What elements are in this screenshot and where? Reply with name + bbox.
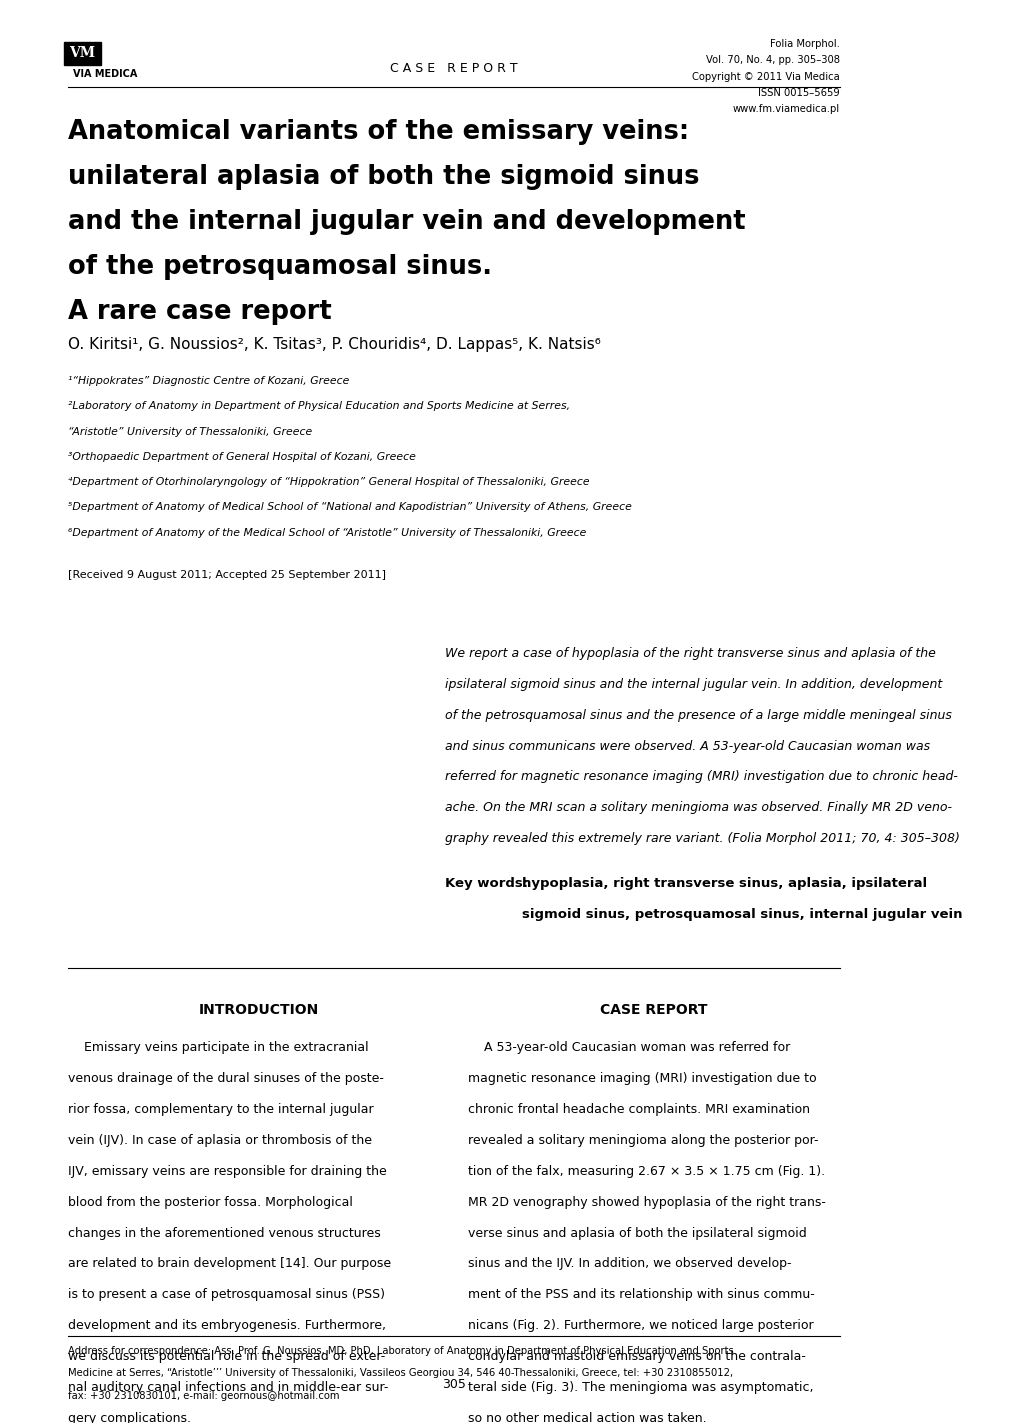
Text: [Received 9 August 2011; Accepted 25 September 2011]: [Received 9 August 2011; Accepted 25 Sep… <box>68 569 386 579</box>
Text: magnetic resonance imaging (MRI) investigation due to: magnetic resonance imaging (MRI) investi… <box>468 1072 815 1086</box>
Text: O. Kiritsi¹, G. Noussios², K. Tsitas³, P. Chouridis⁴, D. Lappas⁵, K. Natsis⁶: O. Kiritsi¹, G. Noussios², K. Tsitas³, P… <box>68 337 600 351</box>
Text: so no other medical action was taken.: so no other medical action was taken. <box>468 1412 706 1423</box>
Text: is to present a case of petrosquamosal sinus (PSS): is to present a case of petrosquamosal s… <box>68 1288 385 1302</box>
Text: Address for correspondence: Ass. Prof. G. Noussios, MD, PhD, Laboratory of Anato: Address for correspondence: Ass. Prof. G… <box>68 1346 733 1356</box>
Text: VM: VM <box>68 47 97 60</box>
Text: ⁵Department of Anatomy of Medical School of “National and Kapodistrian” Universi: ⁵Department of Anatomy of Medical School… <box>68 502 632 512</box>
Text: referred for magnetic resonance imaging (MRI) investigation due to chronic head-: referred for magnetic resonance imaging … <box>444 770 957 784</box>
Text: fax: +30 2310830101, e-mail: geornous@hotmail.com: fax: +30 2310830101, e-mail: geornous@ho… <box>68 1390 339 1400</box>
Text: tion of the falx, measuring 2.67 × 3.5 × 1.75 cm (Fig. 1).: tion of the falx, measuring 2.67 × 3.5 ×… <box>468 1165 824 1178</box>
Text: chronic frontal headache complaints. MRI examination: chronic frontal headache complaints. MRI… <box>468 1103 809 1116</box>
Text: of the petrosquamosal sinus.: of the petrosquamosal sinus. <box>68 255 491 280</box>
Text: changes in the aforementioned venous structures: changes in the aforementioned venous str… <box>68 1227 380 1239</box>
Text: gery complications.: gery complications. <box>68 1412 191 1423</box>
Text: ²Laboratory of Anatomy in Department of Physical Education and Sports Medicine a: ²Laboratory of Anatomy in Department of … <box>68 401 570 411</box>
Text: INTRODUCTION: INTRODUCTION <box>199 1003 319 1017</box>
Text: C A S E   R E P O R T: C A S E R E P O R T <box>390 61 518 75</box>
Text: VM: VM <box>69 46 95 60</box>
Text: development and its embryogenesis. Furthermore,: development and its embryogenesis. Furth… <box>68 1319 386 1332</box>
Text: teral side (Fig. 3). The meningioma was asymptomatic,: teral side (Fig. 3). The meningioma was … <box>468 1380 812 1395</box>
Text: unilateral aplasia of both the sigmoid sinus: unilateral aplasia of both the sigmoid s… <box>68 164 699 191</box>
Text: CASE REPORT: CASE REPORT <box>599 1003 707 1017</box>
Text: of the petrosquamosal sinus and the presence of a large middle meningeal sinus: of the petrosquamosal sinus and the pres… <box>444 709 951 721</box>
Text: 305: 305 <box>442 1377 466 1392</box>
Text: sinus and the IJV. In addition, we observed develop-: sinus and the IJV. In addition, we obser… <box>468 1258 791 1271</box>
Text: A 53-year-old Caucasian woman was referred for: A 53-year-old Caucasian woman was referr… <box>468 1042 790 1054</box>
Text: IJV, emissary veins are responsible for draining the: IJV, emissary veins are responsible for … <box>68 1165 386 1178</box>
Text: vein (IJV). In case of aplasia or thrombosis of the: vein (IJV). In case of aplasia or thromb… <box>68 1134 372 1147</box>
Text: ¹“Hippokrates” Diagnostic Centre of Kozani, Greece: ¹“Hippokrates” Diagnostic Centre of Koza… <box>68 376 350 386</box>
Text: A rare case report: A rare case report <box>68 299 331 324</box>
Text: ment of the PSS and its relationship with sinus commu-: ment of the PSS and its relationship wit… <box>468 1288 814 1302</box>
Text: Vol. 70, No. 4, pp. 305–308: Vol. 70, No. 4, pp. 305–308 <box>705 55 840 65</box>
Text: Copyright © 2011 Via Medica: Copyright © 2011 Via Medica <box>692 71 840 81</box>
Text: VIA MEDICA: VIA MEDICA <box>72 68 137 78</box>
Text: are related to brain development [14]. Our purpose: are related to brain development [14]. O… <box>68 1258 391 1271</box>
Text: graphy revealed this extremely rare variant. (Folia Morphol 2011; 70, 4: 305–308: graphy revealed this extremely rare vari… <box>444 832 959 845</box>
Text: Key words:: Key words: <box>444 877 532 891</box>
Text: ISSN 0015–5659: ISSN 0015–5659 <box>758 88 840 98</box>
Text: revealed a solitary meningioma along the posterior por-: revealed a solitary meningioma along the… <box>468 1134 817 1147</box>
Text: condylar and mastoid emissary veins on the contrala-: condylar and mastoid emissary veins on t… <box>468 1350 805 1363</box>
Text: Medicine at Serres, “Aristotle’’’ University of Thessaloniki, Vassileos Georgiou: Medicine at Serres, “Aristotle’’’ Univer… <box>68 1369 733 1379</box>
Text: www.fm.viamedica.pl: www.fm.viamedica.pl <box>733 104 840 114</box>
Text: verse sinus and aplasia of both the ipsilateral sigmoid: verse sinus and aplasia of both the ipsi… <box>468 1227 806 1239</box>
Text: ache. On the MRI scan a solitary meningioma was observed. Finally MR 2D veno-: ache. On the MRI scan a solitary meningi… <box>444 801 951 814</box>
Text: “Aristotle” University of Thessaloniki, Greece: “Aristotle” University of Thessaloniki, … <box>68 427 312 437</box>
Text: ⁴Department of Otorhinolaryngology of “Hippokration” General Hospital of Thessal: ⁴Department of Otorhinolaryngology of “H… <box>68 477 589 487</box>
Text: venous drainage of the dural sinuses of the poste-: venous drainage of the dural sinuses of … <box>68 1072 383 1086</box>
Text: blood from the posterior fossa. Morphological: blood from the posterior fossa. Morpholo… <box>68 1195 353 1208</box>
Text: MR 2D venography showed hypoplasia of the right trans-: MR 2D venography showed hypoplasia of th… <box>468 1195 824 1208</box>
Text: Anatomical variants of the emissary veins:: Anatomical variants of the emissary vein… <box>68 120 689 145</box>
Text: ⁶Department of Anatomy of the Medical School of “Aristotle” University of Thessa: ⁶Department of Anatomy of the Medical Sc… <box>68 528 586 538</box>
Text: and the internal jugular vein and development: and the internal jugular vein and develo… <box>68 209 745 235</box>
Text: ³Orthopaedic Department of General Hospital of Kozani, Greece: ³Orthopaedic Department of General Hospi… <box>68 453 416 462</box>
Text: we discuss its potential role in the spread of exter-: we discuss its potential role in the spr… <box>68 1350 385 1363</box>
Text: We report a case of hypoplasia of the right transverse sinus and aplasia of the: We report a case of hypoplasia of the ri… <box>444 647 935 660</box>
Text: nicans (Fig. 2). Furthermore, we noticed large posterior: nicans (Fig. 2). Furthermore, we noticed… <box>468 1319 812 1332</box>
Text: Emissary veins participate in the extracranial: Emissary veins participate in the extrac… <box>68 1042 369 1054</box>
Text: hypoplasia, right transverse sinus, aplasia, ipsilateral: hypoplasia, right transverse sinus, apla… <box>522 877 926 891</box>
Text: and sinus communicans were observed. A 53-year-old Caucasian woman was: and sinus communicans were observed. A 5… <box>444 740 929 753</box>
Text: Folia Morphol.: Folia Morphol. <box>769 40 840 50</box>
Text: nal auditory canal infections and in middle-ear sur-: nal auditory canal infections and in mid… <box>68 1380 388 1395</box>
Text: ipsilateral sigmoid sinus and the internal jugular vein. In addition, developmen: ipsilateral sigmoid sinus and the intern… <box>444 677 942 690</box>
Text: sigmoid sinus, petrosquamosal sinus, internal jugular vein: sigmoid sinus, petrosquamosal sinus, int… <box>522 908 962 921</box>
Text: rior fossa, complementary to the internal jugular: rior fossa, complementary to the interna… <box>68 1103 373 1116</box>
